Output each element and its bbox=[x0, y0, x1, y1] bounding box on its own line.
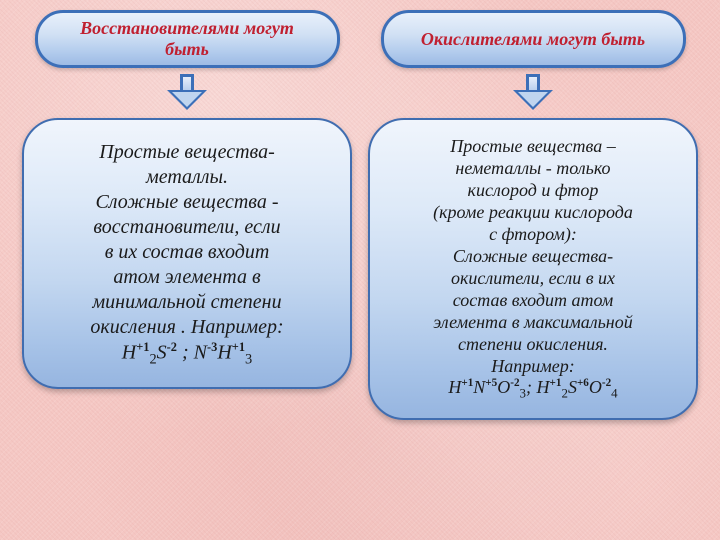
el: H bbox=[448, 377, 461, 397]
sep: ; bbox=[177, 342, 194, 364]
right-body-box: Простые вещества – неметаллы - только ки… bbox=[368, 118, 698, 420]
el: S bbox=[568, 377, 577, 397]
left-column: Восстановителями могут быть Простые веще… bbox=[22, 10, 352, 389]
sep: ; bbox=[526, 377, 537, 397]
sub: 4 bbox=[611, 386, 617, 401]
sub: 2 bbox=[149, 352, 156, 368]
right-column: Окислителями могут быть Простые вещества… bbox=[368, 10, 698, 420]
sup: -2 bbox=[167, 340, 177, 354]
left-body-line: в их состав входит bbox=[38, 240, 336, 265]
right-body-line: Сложные вещества- bbox=[382, 246, 684, 268]
right-body-line: степени окисления. bbox=[382, 334, 684, 356]
sup: +5 bbox=[485, 377, 497, 389]
right-body-line: элемента в максимальной bbox=[382, 312, 684, 334]
sup: +6 bbox=[577, 377, 589, 389]
left-formula: H+12S-2 ; N-3H+13 bbox=[38, 340, 336, 369]
down-arrow-icon bbox=[167, 74, 207, 112]
left-body-line: окисления . Например: bbox=[38, 315, 336, 340]
left-body-line: Сложные вещества - bbox=[38, 190, 336, 215]
sup: +1 bbox=[232, 340, 245, 354]
el: S bbox=[157, 342, 167, 364]
el: O bbox=[497, 377, 510, 397]
el: H bbox=[217, 342, 231, 364]
el: H bbox=[122, 342, 136, 364]
el: O bbox=[589, 377, 602, 397]
right-body-line: с фтором): bbox=[382, 224, 684, 246]
sup: -3 bbox=[207, 340, 217, 354]
left-header-pill: Восстановителями могут быть bbox=[35, 10, 340, 68]
left-header-text: Восстановителями могут быть bbox=[58, 18, 317, 59]
right-body-line: Например: bbox=[382, 356, 684, 378]
el: H bbox=[537, 377, 550, 397]
sup: -2 bbox=[510, 377, 519, 389]
left-body-line: Простые вещества- bbox=[38, 140, 336, 165]
down-arrow-icon bbox=[513, 74, 553, 112]
sup: +1 bbox=[550, 377, 562, 389]
el: N bbox=[473, 377, 485, 397]
left-body-line: металлы. bbox=[38, 165, 336, 190]
el: N bbox=[194, 342, 207, 364]
sup: +1 bbox=[136, 340, 149, 354]
right-body-line: состав входит атом bbox=[382, 290, 684, 312]
right-formula: H+1N+5O-23; H+12S+6O-24 bbox=[382, 377, 684, 401]
left-body-line: атом элемента в bbox=[38, 265, 336, 290]
right-body-line: Простые вещества – bbox=[382, 136, 684, 158]
sup: -2 bbox=[602, 377, 611, 389]
right-body-line: окислители, если в их bbox=[382, 268, 684, 290]
sup: +1 bbox=[461, 377, 473, 389]
left-body-line: восстановители, если bbox=[38, 215, 336, 240]
left-body-box: Простые вещества- металлы. Сложные вещес… bbox=[22, 118, 352, 389]
right-header-pill: Окислителями могут быть bbox=[381, 10, 686, 68]
left-body-line: минимальной степени bbox=[38, 290, 336, 315]
right-body-line: кислород и фтор bbox=[382, 180, 684, 202]
right-body-line: неметаллы - только bbox=[382, 158, 684, 180]
right-body-line: (кроме реакции кислорода bbox=[382, 202, 684, 224]
sub: 3 bbox=[245, 352, 252, 368]
right-header-text: Окислителями могут быть bbox=[421, 29, 645, 50]
